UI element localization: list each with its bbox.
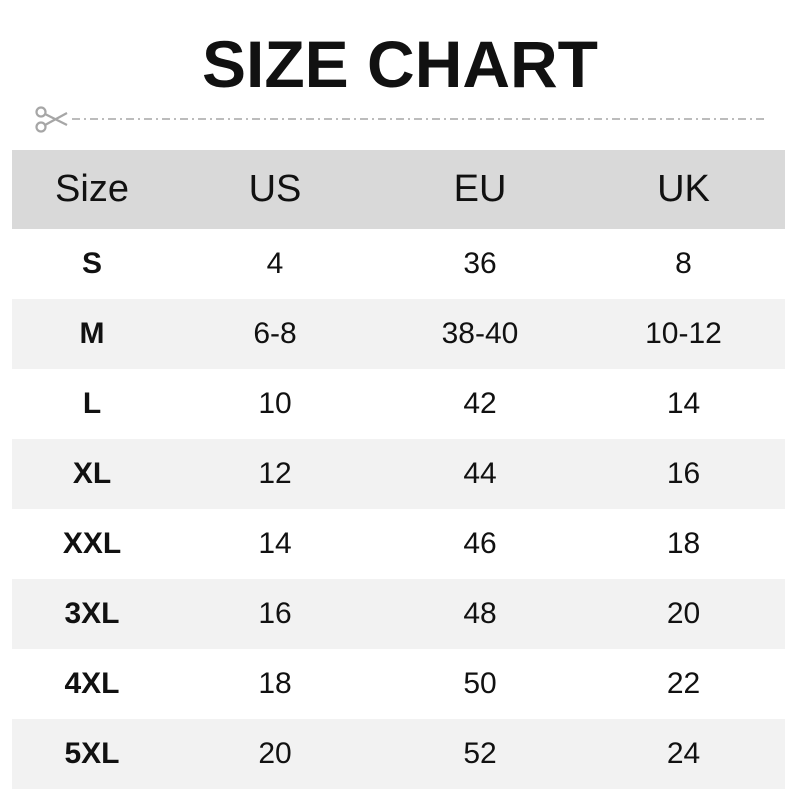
- cell-us: 14: [258, 527, 292, 560]
- cell-size: XXL: [62, 527, 122, 560]
- cell-size: 5XL: [64, 737, 120, 770]
- cell-eu: 50: [463, 667, 497, 700]
- cell-size: 4XL: [64, 667, 120, 700]
- cell-us: 4: [266, 247, 284, 280]
- header-size: Size: [55, 168, 129, 210]
- cell-eu: 44: [463, 457, 497, 490]
- header-eu: EU: [453, 168, 507, 210]
- table-header-row: Size US EU UK: [12, 150, 785, 229]
- table-row: XL 12 44 16: [12, 439, 785, 509]
- page-title: SIZE CHART: [202, 27, 598, 101]
- cell-size: XL: [72, 457, 112, 490]
- cell-uk: 14: [666, 387, 701, 420]
- cell-size: L: [82, 387, 102, 420]
- table-row: 3XL 16 48 20: [12, 579, 785, 649]
- cell-us: 12: [258, 457, 292, 490]
- cell-us: 20: [258, 737, 292, 770]
- header-us: US: [248, 168, 302, 210]
- cell-size: S: [81, 247, 102, 280]
- header-uk: UK: [657, 168, 710, 210]
- cell-uk: 16: [666, 457, 701, 490]
- cell-us: 6-8: [253, 317, 297, 350]
- cut-line: [35, 106, 768, 133]
- cell-eu: 38-40: [441, 317, 519, 350]
- cell-eu: 42: [463, 387, 497, 420]
- cell-eu: 48: [463, 597, 497, 630]
- cell-uk: 24: [666, 737, 701, 770]
- cell-size: 3XL: [64, 597, 120, 630]
- cell-uk: 20: [666, 597, 701, 630]
- size-table: Size US EU UK S 4 36 8 M 6-8 38-40 10-12 L 10 42 14…: [12, 150, 785, 789]
- cell-us: 18: [258, 667, 292, 700]
- cell-eu: 52: [463, 737, 497, 770]
- cell-eu: 46: [463, 527, 497, 560]
- cell-uk: 10-12: [645, 317, 722, 350]
- table-row: 5XL 20 52 24: [12, 719, 785, 789]
- table-row: XXL 14 46 18: [12, 509, 785, 579]
- cell-uk: 22: [666, 667, 701, 700]
- cell-us: 10: [258, 387, 292, 420]
- cell-eu: 36: [463, 247, 497, 280]
- cell-us: 16: [258, 597, 292, 630]
- table-row: M 6-8 38-40 10-12: [12, 299, 785, 369]
- scissors-icon: [35, 106, 68, 133]
- table-row: 4XL 18 50 22: [12, 649, 785, 719]
- cell-uk: 8: [675, 247, 692, 280]
- table-row: L 10 42 14: [12, 369, 785, 439]
- cell-uk: 18: [666, 527, 701, 560]
- table-row: S 4 36 8: [12, 229, 785, 299]
- cell-size: M: [79, 317, 105, 350]
